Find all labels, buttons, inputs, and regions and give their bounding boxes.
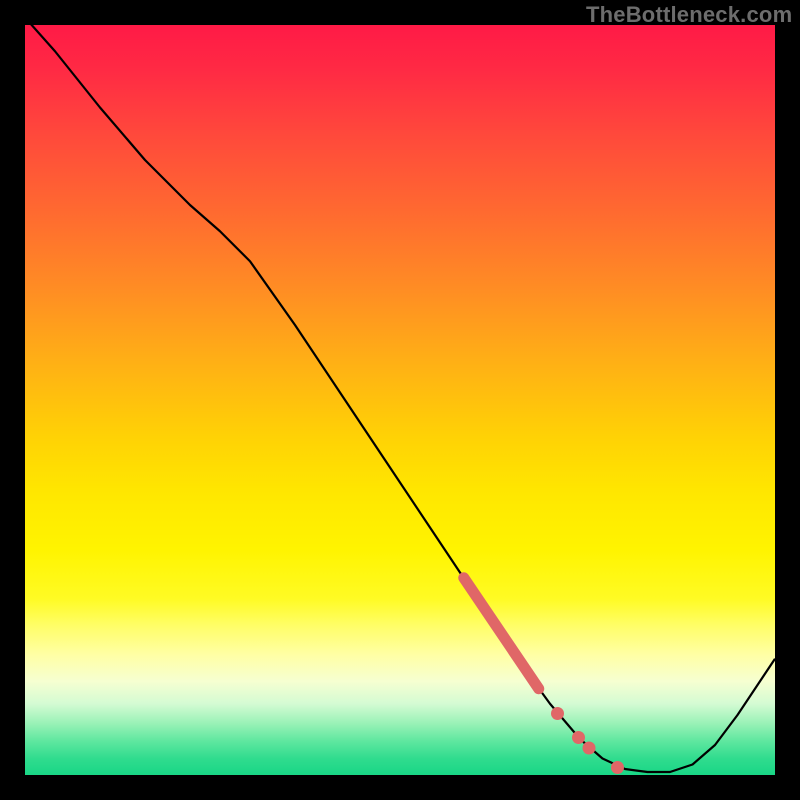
- highlight-dot: [583, 742, 596, 755]
- plot-area: [25, 25, 775, 775]
- highlight-dot: [611, 761, 624, 774]
- highlight-dot: [572, 731, 585, 744]
- highlight-dots: [551, 707, 624, 774]
- watermark-text: TheBottleneck.com: [586, 2, 792, 28]
- highlight-dot: [551, 707, 564, 720]
- chart-svg: [25, 25, 775, 775]
- highlight-segment: [464, 578, 539, 689]
- gradient-background: [25, 25, 775, 775]
- bottleneck-curve: [25, 25, 775, 772]
